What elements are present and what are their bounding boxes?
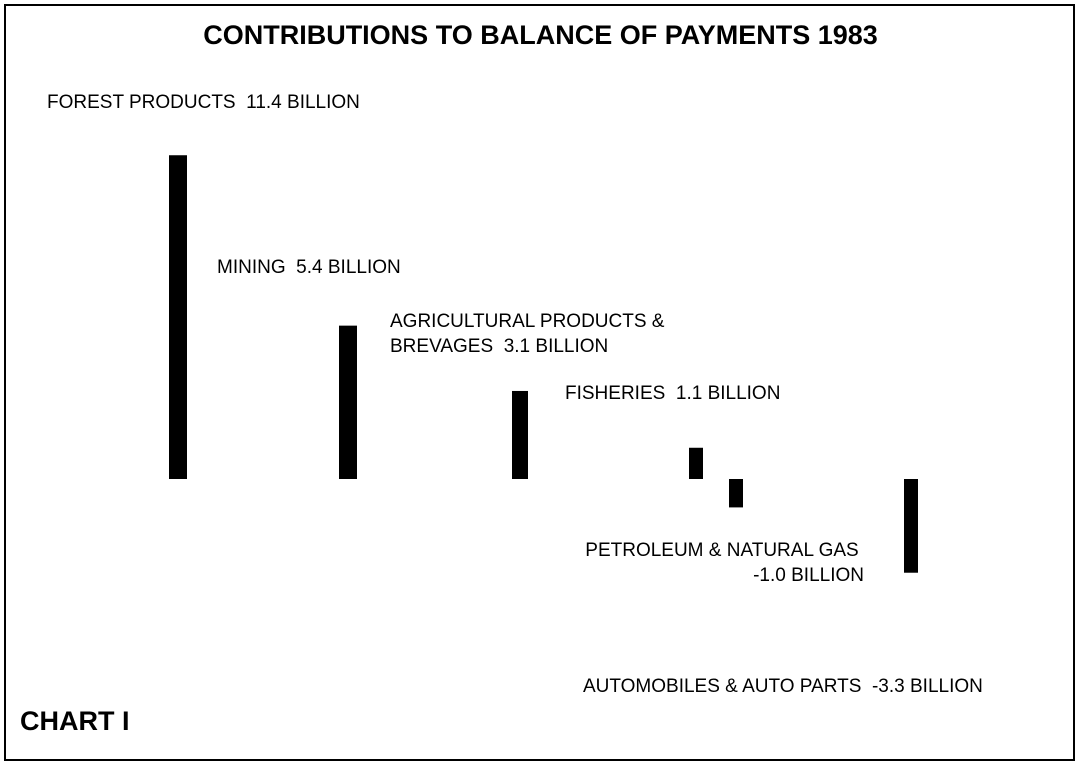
category-label: AUTOMOBILES & AUTO PARTS (583, 676, 862, 697)
frame (4, 4, 1075, 761)
category-label: FISHERIES (565, 383, 666, 404)
bar-label: MINING 5.4 BILLION (217, 255, 617, 280)
bar-label: AUTOMOBILES & AUTO PARTS -3.3 BILLION (583, 674, 1073, 699)
category-label: PETROLEUM & NATURAL GAS (585, 540, 859, 561)
bar (729, 479, 743, 508)
category-label: MINING (217, 257, 286, 278)
value-label: 1.1 BILLION (675, 383, 781, 404)
value-label: -3.3 BILLION (871, 676, 983, 697)
category-label: FOREST PRODUCTS (47, 92, 236, 113)
value-label: 3.1 BILLION (503, 336, 609, 357)
category-label: AGRICULTURAL PRODUCTS & BREVAGES (390, 311, 665, 357)
bar (512, 390, 528, 479)
value-label: -1.0 BILLION (753, 565, 864, 586)
bar (904, 479, 918, 573)
chart-title: CONTRIBUTIONS TO BALANCE OF PAYMENTS 198… (203, 20, 878, 50)
value-label: 11.4 BILLION (246, 92, 360, 113)
bar (689, 447, 703, 479)
bar (169, 155, 187, 480)
bar-label: AGRICULTURAL PRODUCTS & BREVAGES 3.1 BIL… (390, 309, 690, 359)
bar (339, 325, 357, 479)
bar-label: PETROLEUM & NATURAL GAS -1.0 BILLION (544, 538, 864, 588)
value-label: 5.4 BILLION (296, 257, 401, 278)
chart-label: CHART I (20, 706, 130, 736)
bar-label: FISHERIES 1.1 BILLION (565, 381, 965, 406)
bar-label: FOREST PRODUCTS 11.4 BILLION (47, 90, 547, 115)
